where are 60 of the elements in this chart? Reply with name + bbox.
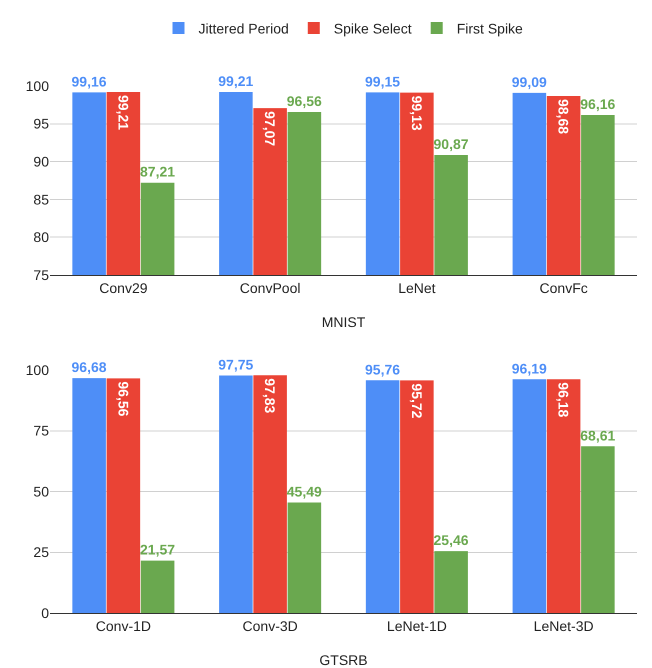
data-label: 95,76 bbox=[365, 361, 400, 378]
x-tick-label: ConvPool bbox=[240, 280, 300, 296]
data-label: 96,56 bbox=[286, 93, 322, 110]
data-label: 87,21 bbox=[140, 164, 176, 180]
legend-label: Spike Select bbox=[334, 20, 412, 36]
data-label: 97,83 bbox=[262, 378, 278, 414]
data-label: 96,56 bbox=[115, 381, 132, 417]
data-label: 96,19 bbox=[512, 360, 548, 376]
bar bbox=[512, 379, 546, 613]
y-tick-label: 75 bbox=[33, 266, 50, 283]
x-tick-label: ConvFc bbox=[540, 280, 588, 296]
data-label: 99,09 bbox=[512, 74, 548, 90]
data-label: 68,61 bbox=[580, 427, 616, 444]
x-tick-label: LeNet-1D bbox=[386, 618, 447, 634]
y-tick-label: 25 bbox=[33, 544, 50, 560]
bar bbox=[253, 375, 287, 613]
y-tick-label: 100 bbox=[26, 362, 50, 378]
data-label: 99,16 bbox=[72, 73, 107, 90]
data-label: 99,21 bbox=[115, 94, 132, 130]
x-tick-label: Conv29 bbox=[99, 280, 148, 296]
data-label: 97,75 bbox=[218, 356, 254, 372]
bar bbox=[400, 380, 434, 613]
data-label: 96,18 bbox=[556, 382, 572, 418]
data-label: 45,49 bbox=[286, 483, 322, 500]
y-tick-label: 90 bbox=[33, 154, 50, 170]
data-label: 98,68 bbox=[556, 98, 572, 134]
bar bbox=[288, 502, 322, 613]
data-label: 21,57 bbox=[140, 542, 176, 558]
y-tick-label: 95 bbox=[33, 116, 50, 132]
x-tick-label: LeNet-3D bbox=[534, 618, 594, 634]
bar bbox=[546, 379, 580, 613]
x-axis-title: MNIST bbox=[322, 314, 366, 330]
y-tick-label: 50 bbox=[33, 483, 50, 500]
data-label: 99,13 bbox=[408, 96, 425, 131]
x-axis-title: GTSRB bbox=[319, 652, 368, 668]
x-tick-label: Conv-1D bbox=[96, 618, 152, 634]
bar bbox=[72, 378, 106, 613]
bar bbox=[581, 446, 615, 613]
bar bbox=[106, 378, 140, 613]
data-label: 25,46 bbox=[433, 532, 469, 548]
y-tick-label: 0 bbox=[41, 604, 50, 621]
data-label: 99,15 bbox=[365, 73, 400, 90]
y-tick-label: 85 bbox=[33, 191, 50, 208]
data-label: 90,87 bbox=[433, 136, 469, 152]
y-tick-label: 80 bbox=[33, 229, 50, 246]
y-tick-label: 100 bbox=[26, 78, 50, 94]
data-label: 99,21 bbox=[218, 72, 254, 89]
bar bbox=[434, 551, 468, 613]
data-label: 96,16 bbox=[580, 96, 616, 112]
data-label: 95,72 bbox=[408, 383, 425, 419]
legend-label: Jittered Period bbox=[198, 20, 289, 36]
data-label: 97,07 bbox=[262, 111, 278, 146]
legend-label: First Spike bbox=[456, 20, 524, 36]
bar bbox=[219, 375, 253, 613]
data-label: 96,68 bbox=[72, 359, 107, 376]
bar bbox=[140, 560, 174, 613]
y-tick-label: 75 bbox=[33, 422, 50, 439]
bar bbox=[366, 380, 400, 613]
x-tick-label: LeNet bbox=[398, 280, 436, 296]
x-tick-label: Conv-3D bbox=[242, 618, 298, 634]
